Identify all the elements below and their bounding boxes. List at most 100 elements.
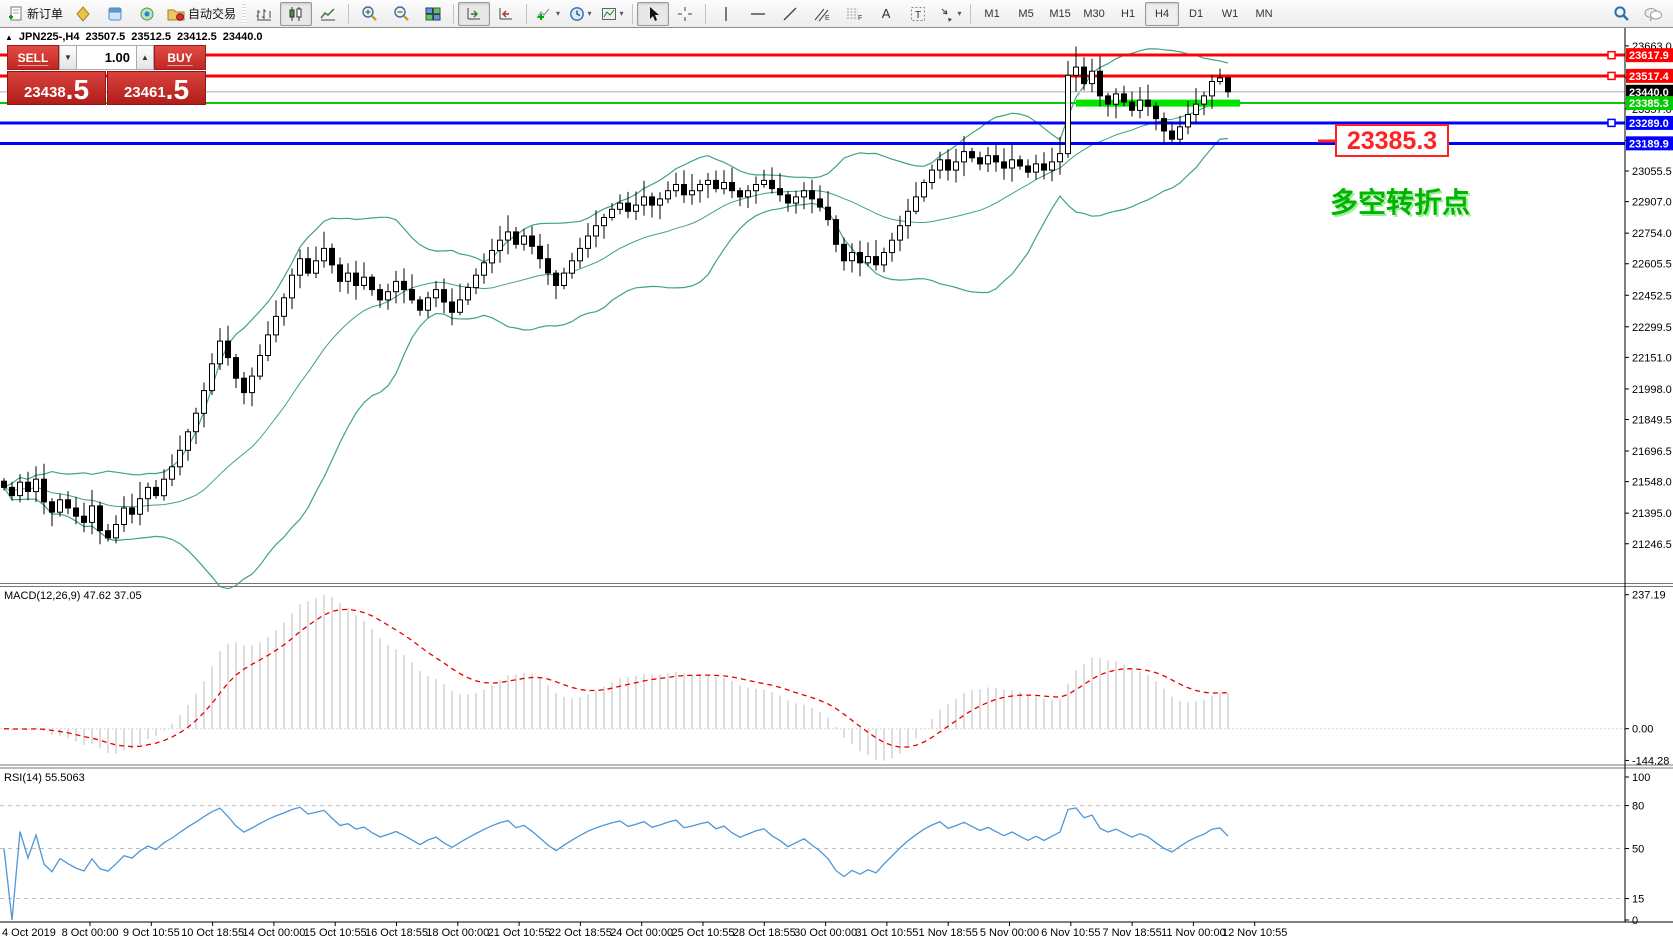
- price-tick-label: 21696.5: [1632, 446, 1672, 458]
- autotrading-button[interactable]: 自动交易: [163, 2, 240, 26]
- templates-button[interactable]: ▾: [596, 2, 628, 26]
- horizontal-line-button[interactable]: [742, 2, 774, 26]
- timeframe-h4-button[interactable]: H4: [1145, 1, 1180, 26]
- sell-button[interactable]: SELL: [7, 45, 59, 70]
- time-tick-label: 16 Oct 18:55: [365, 927, 428, 939]
- trendline-icon: [783, 7, 797, 20]
- auto-scroll-button[interactable]: [458, 1, 491, 26]
- buy-button[interactable]: BUY: [154, 45, 206, 70]
- new-order-button[interactable]: 新订单: [4, 2, 67, 26]
- vertical-line-button[interactable]: [710, 2, 742, 26]
- price-line-label-bg[interactable]: [1626, 84, 1673, 99]
- bollinger-upper-band: [3, 48, 1229, 488]
- data-window-button[interactable]: [99, 2, 131, 26]
- cursor-button[interactable]: [637, 1, 670, 26]
- tile-windows-button[interactable]: [417, 2, 449, 26]
- candlestick-chart-icon: [289, 6, 302, 21]
- sell-price-button[interactable]: 23438 .5: [7, 71, 106, 105]
- symbol-header: ▲ JPN225-,H4 23507.5 23512.5 23412.5 234…: [5, 31, 263, 43]
- price-line-label: 23517.4: [1629, 71, 1670, 83]
- zoom-in-button[interactable]: [353, 2, 385, 26]
- chart-shift-button[interactable]: [490, 2, 522, 26]
- time-tick-label: 10 Oct 18:55: [181, 927, 244, 939]
- price-tick-label: 22452.5: [1632, 290, 1672, 302]
- toolbar-grip: [242, 3, 247, 24]
- close-value: 23440.0: [222, 31, 263, 43]
- price-line-label-bg[interactable]: [1626, 115, 1673, 130]
- new-order-label: 新订单: [27, 7, 64, 21]
- bar-chart-button[interactable]: [248, 2, 280, 26]
- timeframe-m1-button[interactable]: M1: [984, 7, 1000, 20]
- time-tick-label: 24 Oct 00:00: [610, 927, 673, 939]
- main-toolbar: 新订单 自动交易: [0, 0, 1673, 28]
- candlestick-chart-button[interactable]: [280, 1, 313, 26]
- timeframe-m30-button[interactable]: M30: [1083, 7, 1105, 20]
- fibonacci-icon: F: [847, 8, 862, 22]
- hline-handle[interactable]: [1607, 118, 1616, 128]
- channel-button[interactable]: E: [806, 2, 838, 26]
- horizontal-line-icon: [751, 12, 766, 15]
- chat-icon: [1644, 7, 1662, 21]
- hline-handle[interactable]: [1607, 71, 1616, 81]
- time-tick-label: 12 Nov 10:55: [1222, 927, 1287, 939]
- text-label-icon: T: [911, 6, 926, 21]
- high-value: 23512.5: [131, 31, 171, 43]
- indicators-button[interactable]: ▾: [531, 2, 564, 26]
- timeframe-m15-button[interactable]: M15: [1049, 7, 1071, 20]
- price-tick-label: 21548.0: [1632, 477, 1672, 489]
- navigator-button[interactable]: [67, 2, 99, 26]
- crosshair-button[interactable]: [669, 2, 701, 26]
- svg-text:T: T: [915, 10, 921, 21]
- time-tick-label: 28 Oct 18:55: [733, 927, 796, 939]
- volume-input[interactable]: [77, 45, 136, 70]
- fibonacci-button[interactable]: F: [838, 2, 870, 26]
- line-chart-icon: [320, 7, 336, 20]
- timeframe-mn-button[interactable]: MN: [1255, 7, 1273, 20]
- collapse-icon[interactable]: ▲: [5, 32, 13, 42]
- price-line-label-bg[interactable]: [1626, 68, 1673, 83]
- text-button[interactable]: A: [870, 2, 902, 26]
- arrows-button[interactable]: ▾: [934, 2, 966, 26]
- price-line-label: 23385.3: [1629, 98, 1669, 110]
- text-label-button[interactable]: T: [902, 2, 934, 26]
- connection-icon: [140, 7, 154, 20]
- price-line-label-bg[interactable]: [1626, 96, 1673, 111]
- toolbar-separator: [348, 3, 350, 24]
- hline-handle[interactable]: [1607, 50, 1616, 60]
- volume-increase-button[interactable]: ▲: [136, 45, 154, 70]
- macd-signal-line: [3, 608, 1229, 748]
- timeframe-m5-button[interactable]: M5: [1018, 7, 1034, 20]
- price-line-label-bg[interactable]: [1626, 136, 1673, 151]
- search-button[interactable]: [1605, 2, 1637, 26]
- periods-button[interactable]: ▾: [564, 2, 596, 26]
- new-order-icon: [9, 6, 22, 20]
- timeframe-h1-button[interactable]: H1: [1121, 7, 1136, 20]
- time-tick-label: 31 Oct 10:55: [855, 927, 918, 939]
- buy-price-button[interactable]: 23461 .5: [107, 71, 206, 105]
- price-line-label-bg[interactable]: [1626, 48, 1673, 63]
- trendline-button[interactable]: [774, 2, 806, 26]
- time-tick-label: 8 Oct 00:00: [62, 927, 119, 939]
- timeframe-w1-button[interactable]: W1: [1221, 7, 1239, 20]
- zoom-out-button[interactable]: [385, 2, 417, 26]
- volume-decrease-button[interactable]: ▼: [59, 45, 77, 70]
- price-line-label: 23289.0: [1629, 118, 1669, 130]
- macd-axis-label: -144.28: [1632, 755, 1669, 767]
- navigator-icon: [76, 5, 90, 22]
- time-tick-label: 7 Nov 18:55: [1102, 927, 1161, 939]
- price-tick-label: 21998.0: [1632, 384, 1672, 396]
- turning-point-text: 多空转折点: [1330, 186, 1470, 218]
- template-icon: [601, 7, 616, 20]
- line-chart-button[interactable]: [312, 2, 344, 26]
- timeframe-d1-button[interactable]: D1: [1189, 7, 1204, 20]
- chat-button[interactable]: [1637, 2, 1669, 26]
- tile-windows-icon: [425, 7, 441, 20]
- connection-button[interactable]: [131, 2, 163, 26]
- time-tick-label: 11 Nov 00:00: [1161, 927, 1226, 939]
- price-line-label: 23617.9: [1629, 50, 1669, 62]
- chart-shift-icon: [499, 7, 513, 19]
- price-callout-box[interactable]: [1335, 124, 1449, 157]
- dropdown-arrow-icon: ▾: [587, 9, 592, 18]
- indicators-icon: [536, 8, 550, 20]
